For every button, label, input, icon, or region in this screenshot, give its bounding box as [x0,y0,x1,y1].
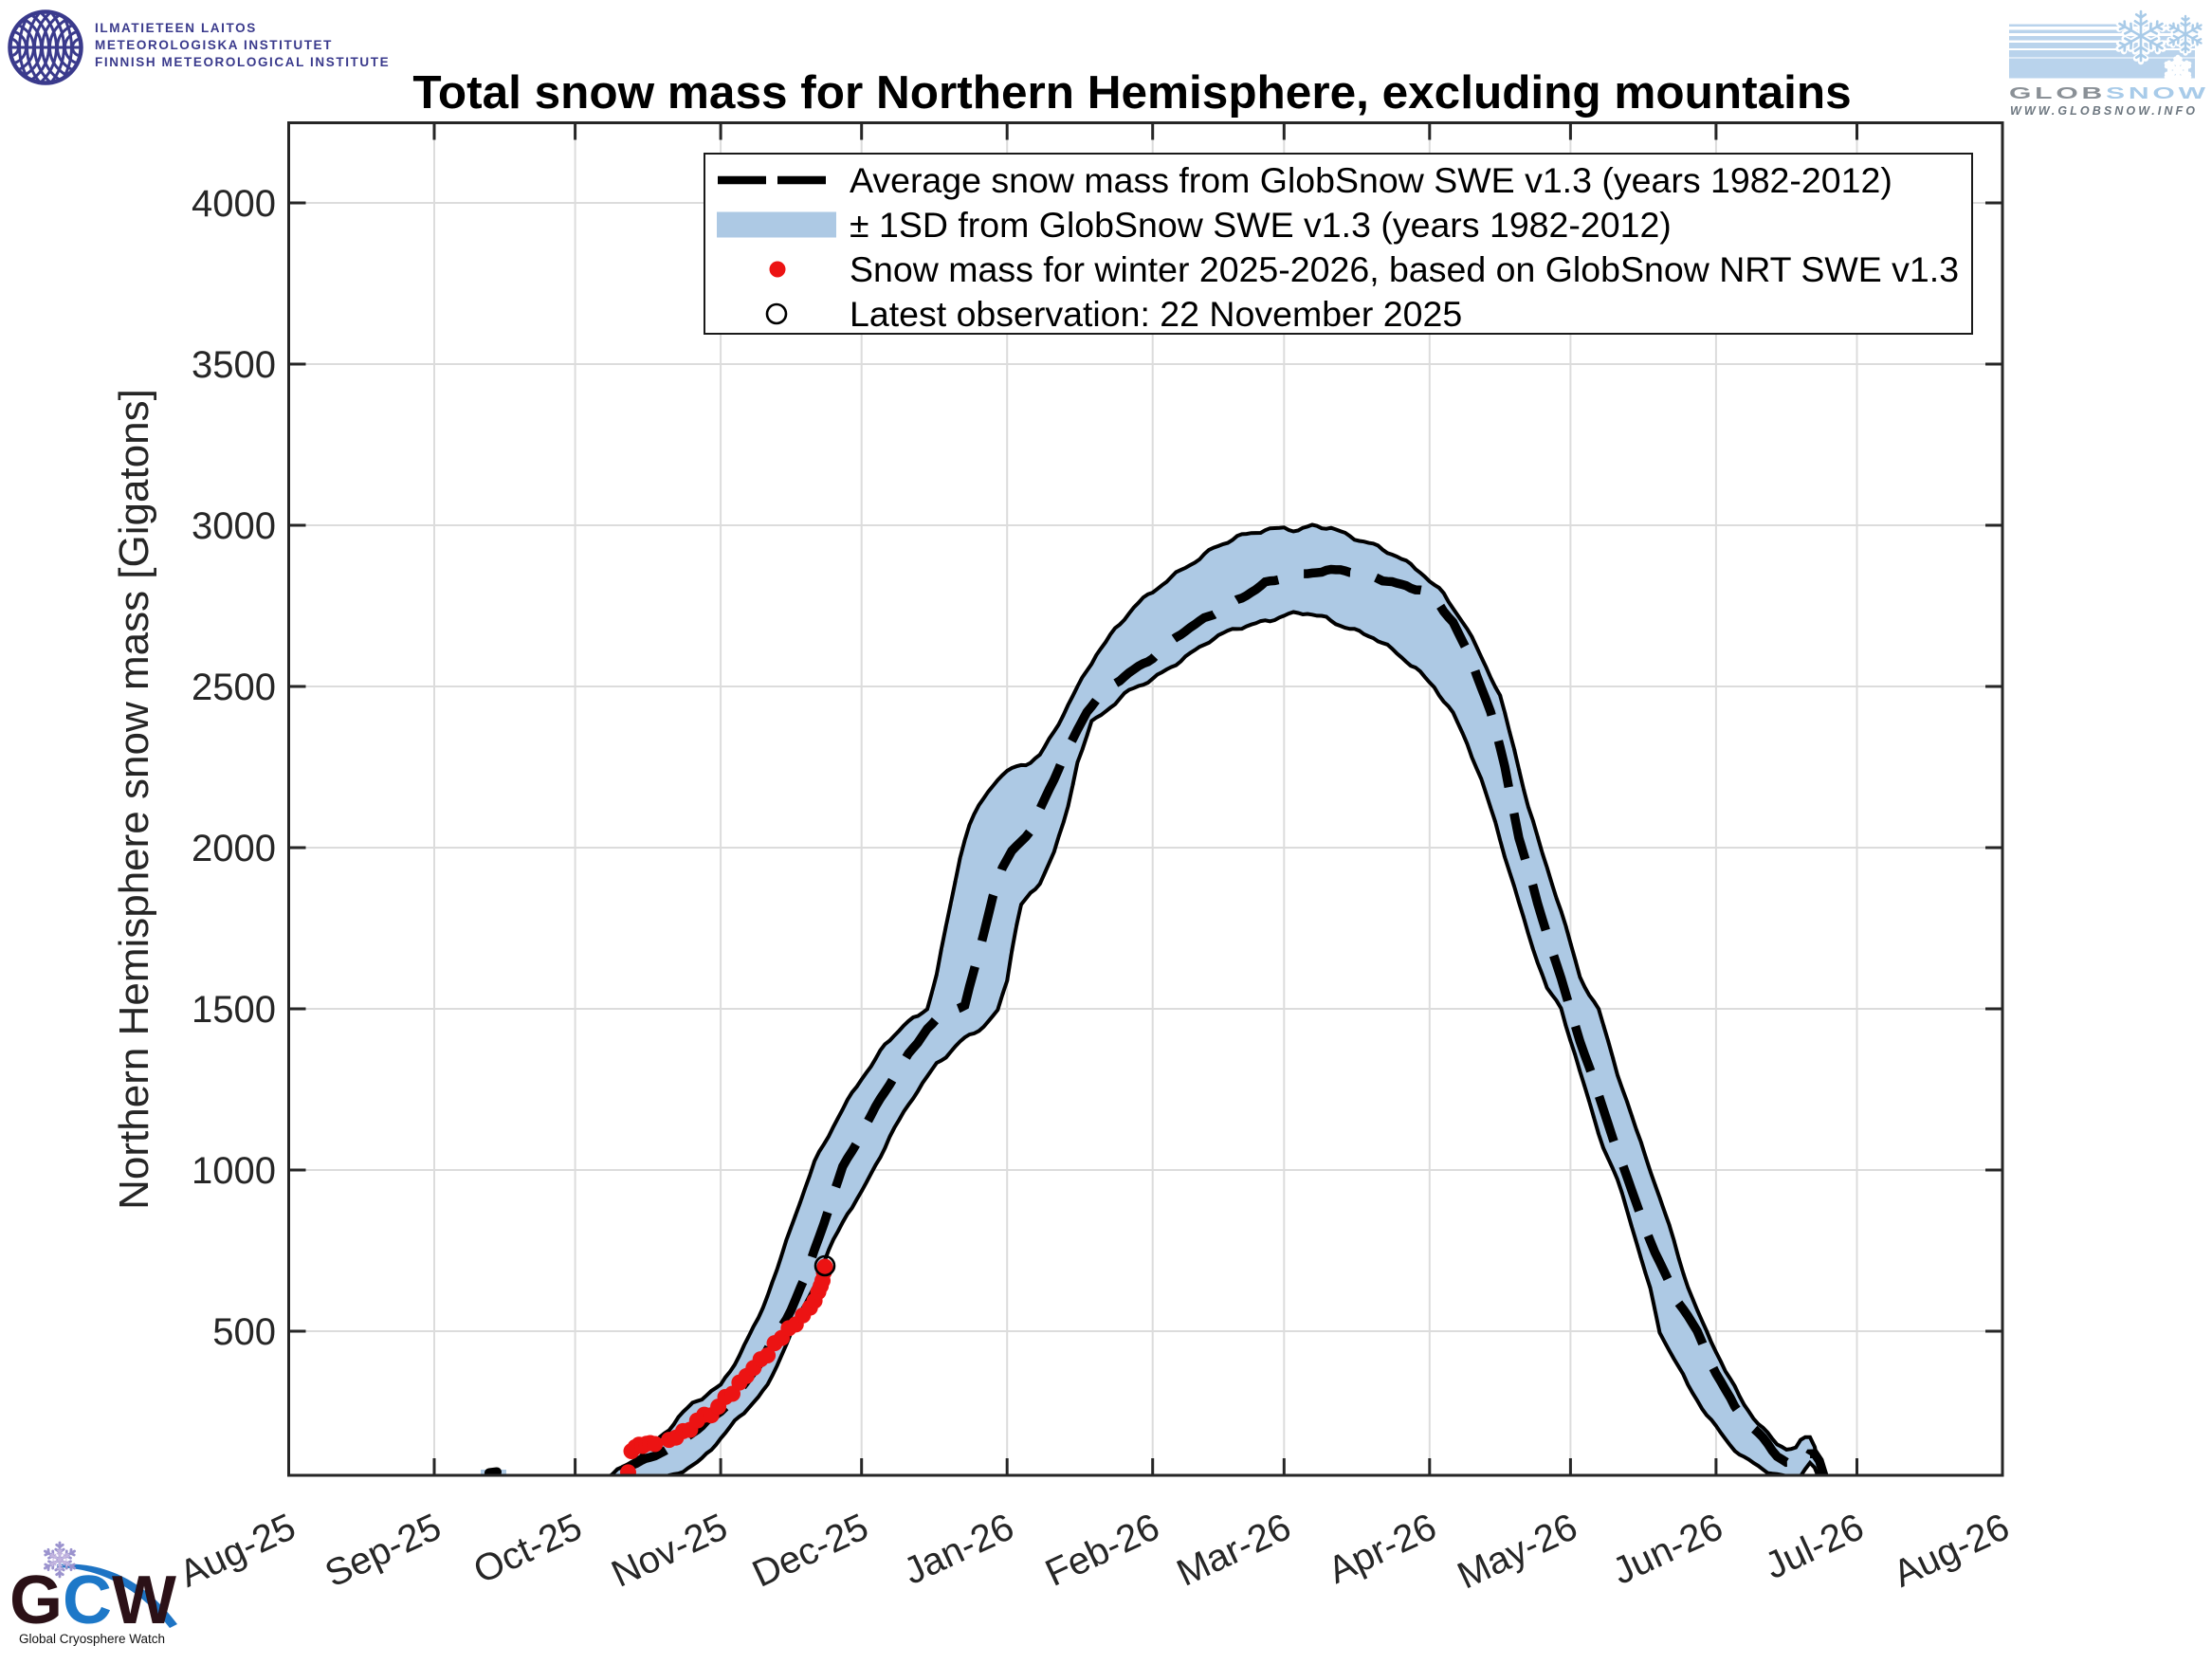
svg-text:3500: 3500 [192,344,276,386]
svg-text:4000: 4000 [192,183,276,225]
svg-text:WWW.GLOBSNOW.INFO: WWW.GLOBSNOW.INFO [2010,104,2198,118]
svg-text:FINNISH METEOROLOGICAL INSTITU: FINNISH METEOROLOGICAL INSTITUTE [95,55,390,69]
svg-text:Northern Hemisphere snow mass: Northern Hemisphere snow mass [Gigatons] [111,389,157,1210]
svg-text:Total snow mass for Northern H: Total snow mass for Northern Hemisphere,… [412,66,1851,119]
svg-text:GCW: GCW [9,1563,176,1638]
svg-text:Snow mass for winter 2025-2026: Snow mass for winter 2025-2026, based on… [850,249,1959,289]
svg-text:Global Cryosphere Watch: Global Cryosphere Watch [19,1632,165,1646]
svg-text:3000: 3000 [192,505,276,547]
svg-text:Average snow mass from GlobSno: Average snow mass from GlobSnow SWE v1.3… [850,160,1892,200]
svg-text:± 1SD from GlobSnow SWE v1.3 (: ± 1SD from GlobSnow SWE v1.3 (years 1982… [850,205,1672,245]
svg-text:2500: 2500 [192,667,276,708]
svg-text:Latest observation: 22 Novembe: Latest observation: 22 November 2025 [850,294,1462,334]
svg-text:ILMATIETEEN LAITOS: ILMATIETEEN LAITOS [95,21,257,35]
svg-text:1500: 1500 [192,989,276,1031]
svg-text:1000: 1000 [192,1150,276,1192]
svg-text:GLOBSNOW: GLOBSNOW [2009,84,2209,102]
svg-text:500: 500 [212,1311,276,1353]
svg-text:2000: 2000 [192,828,276,869]
svg-text:METEOROLOGISKA INSTITUTET: METEOROLOGISKA INSTITUTET [95,38,333,52]
